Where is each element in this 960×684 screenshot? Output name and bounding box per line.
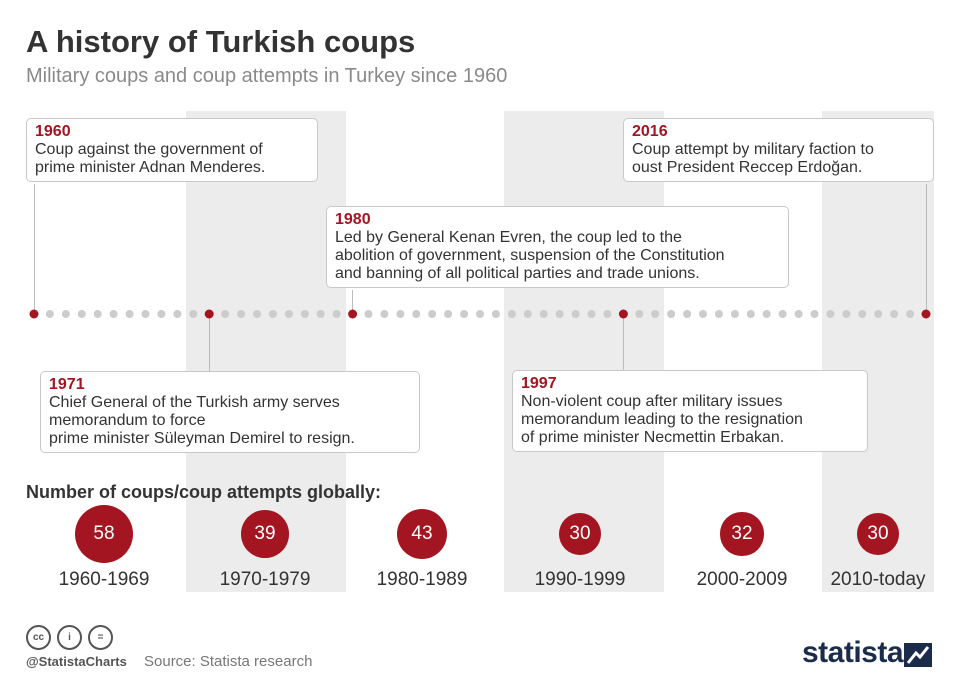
timeline-year-dot xyxy=(476,310,484,318)
event-stem xyxy=(925,184,927,314)
timeline-year-dot xyxy=(380,310,389,318)
timeline-year-dot xyxy=(444,310,453,318)
event-callout-2016: 2016 Coup attempt by military faction to … xyxy=(623,118,934,182)
event-callout-1971: 1971 Chief General of the Turkish army se… xyxy=(40,371,420,453)
timeline-year-dot xyxy=(77,310,86,318)
event-year: 1960 xyxy=(35,123,71,140)
decade-label: 2000-2009 xyxy=(696,569,788,590)
license-icons: cc i = xyxy=(26,625,113,650)
timeline-year-dot xyxy=(699,310,707,318)
timeline-year-dot xyxy=(396,310,405,318)
decade-label: 1970-1979 xyxy=(219,569,311,590)
timeline-year-dot xyxy=(61,310,70,318)
timeline-year-dot xyxy=(491,310,500,318)
brand-logo[interactable]: statista xyxy=(802,636,904,669)
timeline-year-dot xyxy=(762,310,771,318)
event-stem xyxy=(208,314,210,371)
count-circle: 30 xyxy=(857,513,899,555)
event-stem xyxy=(352,290,354,314)
timeline-year-dot xyxy=(746,310,755,318)
timeline-year-dot xyxy=(109,310,118,318)
count-circle: 30 xyxy=(559,513,601,555)
event-year: 1980 xyxy=(335,211,371,228)
timeline-year-dot xyxy=(157,310,166,318)
event-description: Led by General Kenan Evren, the coup led… xyxy=(335,229,725,282)
decade-label: 1960-1969 xyxy=(58,569,150,590)
timeline-year-dot xyxy=(667,310,676,318)
timeline-year-dot xyxy=(93,310,102,318)
timeline-year-dot xyxy=(730,310,739,318)
timeline-year-dot xyxy=(141,310,150,318)
count-circle: 39 xyxy=(241,510,289,558)
count-circle: 58 xyxy=(75,505,133,563)
event-description: Chief General of the Turkish army serves… xyxy=(49,394,355,447)
event-callout-1980: 1980 Led by General Kenan Evren, the coup… xyxy=(326,206,789,288)
timeline-year-dot xyxy=(794,310,803,318)
timeline-year-dot xyxy=(810,310,819,318)
timeline-year-dot xyxy=(45,310,54,318)
count-circle: 32 xyxy=(720,512,764,556)
timeline-year-dot xyxy=(364,310,373,318)
count-circle: 43 xyxy=(397,509,447,559)
chart-title: A history of Turkish coups xyxy=(26,24,416,59)
event-stem xyxy=(622,314,624,370)
brand-mark-icon xyxy=(904,643,932,667)
timeline-year-dot xyxy=(428,310,437,318)
event-description: Coup against the government of prime min… xyxy=(35,141,266,176)
decade-band xyxy=(504,111,664,592)
event-description: Non-violent coup after military issues m… xyxy=(521,393,803,446)
event-stem xyxy=(33,184,35,314)
attribution-icon[interactable]: i xyxy=(57,625,82,650)
event-callout-1960: 1960 Coup against the government of prime… xyxy=(26,118,318,182)
timeline-year-dot xyxy=(683,310,692,318)
source-note: Source: Statista research xyxy=(144,653,313,670)
decade-label: 2010-today xyxy=(830,569,926,590)
global-counts-label: Number of coups/coup attempts globally: xyxy=(26,482,382,502)
timeline-year-dot xyxy=(714,310,723,318)
social-handle[interactable]: @StatistaCharts xyxy=(26,654,127,669)
event-year: 2016 xyxy=(632,123,668,140)
event-year: 1997 xyxy=(521,375,557,392)
event-description: Coup attempt by military faction to oust… xyxy=(632,141,874,176)
timeline-year-dot xyxy=(460,310,469,318)
event-year: 1971 xyxy=(49,376,85,393)
no-derivatives-icon[interactable]: = xyxy=(88,625,113,650)
event-callout-1997: 1997 Non-violent coup after military issu… xyxy=(512,370,868,452)
decade-label: 1980-1989 xyxy=(376,569,468,590)
timeline-year-dot xyxy=(778,310,787,318)
timeline-year-dot xyxy=(412,310,421,318)
decade-band xyxy=(822,111,934,592)
chart-subtitle: Military coups and coup attempts in Turk… xyxy=(26,65,508,87)
timeline-year-dot xyxy=(173,310,182,318)
timeline-year-dot xyxy=(125,310,134,318)
cc-icon[interactable]: cc xyxy=(26,625,51,650)
decade-label: 1990-1999 xyxy=(534,569,626,590)
